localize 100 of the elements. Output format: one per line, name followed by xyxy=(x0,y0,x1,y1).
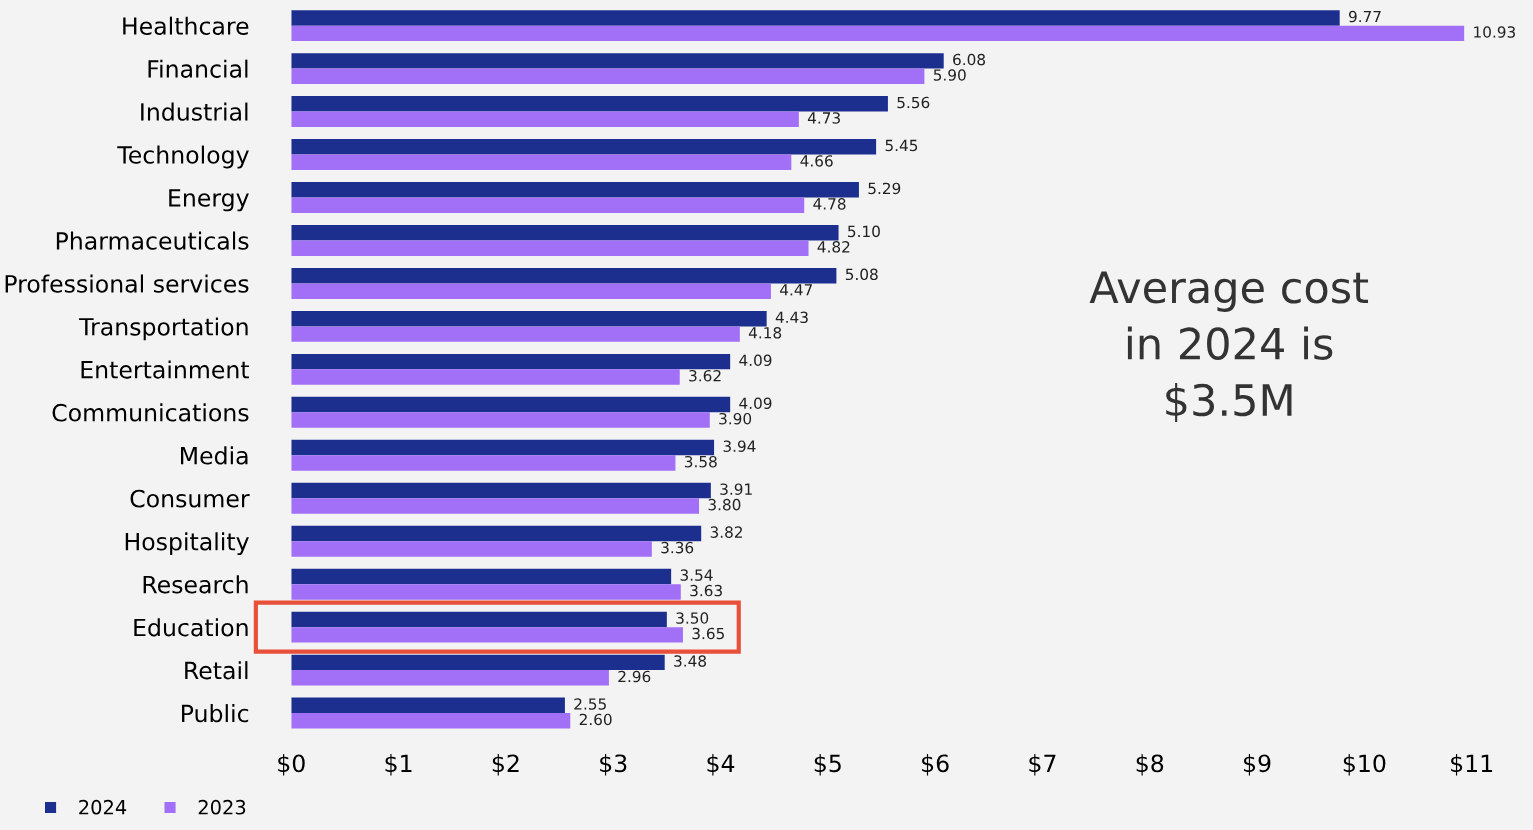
data-label: 3.82 xyxy=(710,526,743,538)
legend-label: 2024 xyxy=(79,799,127,815)
bar xyxy=(291,310,767,327)
data-label: 4.78 xyxy=(813,198,846,210)
bar xyxy=(291,353,731,370)
bar xyxy=(291,326,740,342)
data-label: 3.58 xyxy=(684,455,717,468)
data-label: 4.18 xyxy=(748,327,782,339)
x-tick-label: $2 xyxy=(492,753,519,776)
data-label: 4.82 xyxy=(817,241,850,253)
y-tick-label: Communications xyxy=(52,403,249,422)
data-label: 4.73 xyxy=(807,112,840,124)
x-tick-label: $11 xyxy=(1451,753,1493,776)
y-tick-label: Industrial xyxy=(141,102,248,121)
bar xyxy=(291,111,799,128)
x-tick-label: $9 xyxy=(1244,753,1271,776)
y-tick-label: Media xyxy=(181,446,248,465)
bar xyxy=(291,482,711,499)
annotation: Average cost in 2024 is $3.5M xyxy=(1089,271,1369,423)
data-label: 5.08 xyxy=(845,268,878,281)
bar xyxy=(291,541,652,557)
data-label: 3.48 xyxy=(674,655,707,667)
bar xyxy=(291,182,859,198)
bar xyxy=(291,611,667,628)
bar xyxy=(291,139,877,155)
bar xyxy=(291,96,888,112)
y-tick-label: Transportation xyxy=(79,317,248,341)
data-label: 5.45 xyxy=(885,139,918,152)
x-tick-label: $10 xyxy=(1343,753,1386,776)
y-tick-label: Education xyxy=(134,618,248,637)
bar xyxy=(291,224,839,241)
data-label: 5.56 xyxy=(897,96,930,109)
legend-label: 2023 xyxy=(198,799,246,815)
y-tick-label: Entertainment xyxy=(81,360,250,379)
bar xyxy=(291,53,944,69)
data-label: 4.09 xyxy=(739,397,772,410)
y-tick-label: Technology xyxy=(117,145,249,169)
y-tick-label: Retail xyxy=(185,661,248,680)
x-tick-label: $3 xyxy=(600,753,627,776)
bar xyxy=(291,154,792,170)
bar xyxy=(291,10,1340,26)
data-label: 2.60 xyxy=(579,713,612,726)
data-label: 5.90 xyxy=(933,69,966,81)
bar xyxy=(291,197,805,213)
y-tick-label: Energy xyxy=(169,189,249,212)
bar xyxy=(291,412,710,428)
data-label: 2.96 xyxy=(618,670,651,683)
bar xyxy=(291,713,571,729)
bar xyxy=(291,525,702,542)
x-tick-label: $8 xyxy=(1136,753,1164,776)
bar xyxy=(291,584,681,600)
data-label: 3.65 xyxy=(692,627,724,640)
data-label: 3.91 xyxy=(720,483,752,495)
data-label: 4.43 xyxy=(775,311,808,324)
bar xyxy=(291,697,565,714)
bar xyxy=(291,369,680,385)
y-tick-label: Hospitality xyxy=(125,532,249,556)
bar xyxy=(291,568,672,585)
data-label: 4.09 xyxy=(739,354,772,367)
bar xyxy=(291,396,731,413)
data-label: 3.80 xyxy=(708,498,741,511)
y-tick-label: Professional services xyxy=(5,274,249,293)
x-tick-label: $4 xyxy=(707,753,735,776)
bar xyxy=(291,267,837,284)
bar xyxy=(291,68,925,85)
data-label: 3.94 xyxy=(723,440,756,452)
x-tick-label: $1 xyxy=(385,753,412,776)
bar xyxy=(291,627,683,643)
data-label: 3.54 xyxy=(680,569,713,581)
y-tick-label: Research xyxy=(143,575,248,594)
data-label: 2.55 xyxy=(574,698,606,710)
bar xyxy=(291,455,676,471)
data-label: 4.47 xyxy=(780,284,812,296)
bar xyxy=(291,283,771,299)
data-label: 10.93 xyxy=(1474,26,1516,38)
bar xyxy=(291,670,609,686)
data-label: 3.90 xyxy=(719,412,752,425)
x-tick-label: $5 xyxy=(814,753,841,776)
x-tick-label: $6 xyxy=(922,753,949,776)
data-label: 9.77 xyxy=(1348,10,1381,23)
x-tick-label: $0 xyxy=(278,753,305,776)
y-tick-label: Pharmaceuticals xyxy=(56,231,249,250)
data-label: 4.66 xyxy=(800,155,833,167)
data-label: 3.50 xyxy=(676,612,709,624)
data-label: 3.63 xyxy=(690,584,722,597)
x-tick-label: $7 xyxy=(1029,753,1056,776)
data-label: 5.29 xyxy=(868,182,901,195)
bar xyxy=(291,498,700,514)
data-label: 3.36 xyxy=(661,541,694,554)
data-label: 5.10 xyxy=(848,225,880,238)
y-tick-label: Financial xyxy=(148,59,248,78)
data-label: 6.08 xyxy=(953,53,986,66)
y-tick-label: Consumer xyxy=(130,489,250,508)
bar xyxy=(291,25,1465,42)
y-tick-label: Healthcare xyxy=(123,16,249,35)
data-label: 3.62 xyxy=(689,369,721,382)
bar xyxy=(291,240,809,256)
y-tick-label: Public xyxy=(182,704,249,723)
bar xyxy=(291,654,665,671)
bar xyxy=(291,439,715,456)
